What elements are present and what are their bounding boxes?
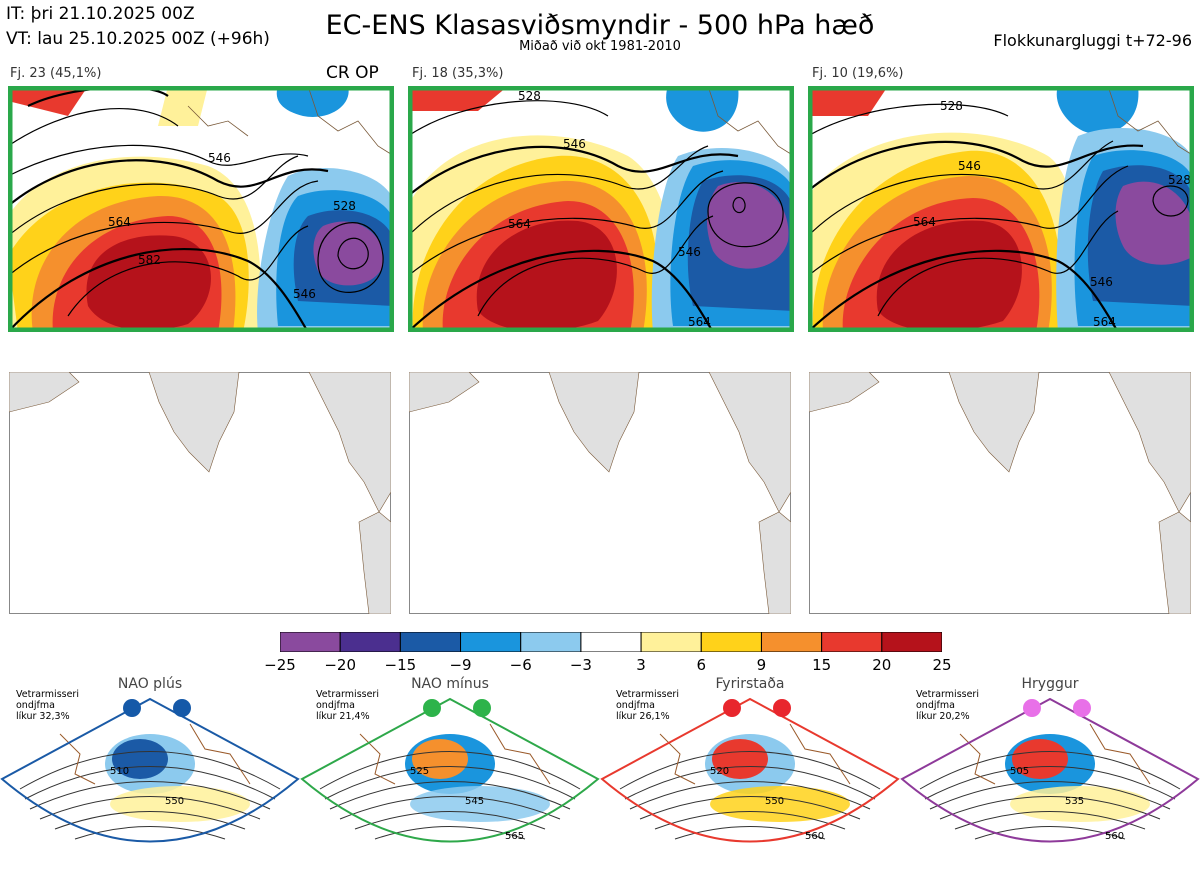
regime-2-probability: Vetrarmisseri ondjfma líkur 26,1% (616, 689, 679, 722)
regime-1-center-dot-1 (473, 699, 491, 717)
regime-1-contour-1: 545 (465, 796, 484, 807)
regime-2-contour-0: 520 (710, 766, 729, 777)
cluster-3-contour-3: 546 (1090, 275, 1113, 289)
cluster-3-contour-2: 564 (913, 215, 936, 229)
basemap-2 (409, 372, 791, 614)
regime-2-title: Fyrirstaða (715, 676, 785, 692)
colorbar-tick-7: 6 (696, 656, 707, 674)
regime-3-probability: Vetrarmisseri ondjfma líkur 20,2% (916, 689, 979, 722)
colorbar-tick-10: 20 (872, 656, 892, 674)
colorbar (280, 632, 942, 652)
cluster-2-label: Fj. 18 (35,3%) (412, 66, 504, 81)
regime-1-contour-0: 525 (410, 766, 429, 777)
basemap-3 (809, 372, 1191, 614)
regime-2-center-dot-1 (773, 699, 791, 717)
cluster-2-contour-4: 564 (688, 315, 711, 329)
cluster-3-contour-0: 528 (940, 99, 963, 113)
regime-0-contour-0: 510 (110, 766, 129, 777)
colorbar-swatch-5 (580, 632, 642, 652)
regime-1-title: NAO mínus (411, 676, 489, 692)
regime-1-probability: Vetrarmisseri ondjfma líkur 21,4% (316, 689, 379, 722)
colorbar-swatch-8 (760, 632, 823, 652)
cluster-3-map: 528 546 564 546 564 528 (808, 86, 1194, 332)
page-subtitle: Miðað við okt 1981-2010 (519, 39, 681, 54)
page-title: EC-ENS Klasasviðsmyndir - 500 hPa hæð (325, 10, 875, 41)
valid-time: VT: lau 25.10.2025 00Z (+96h) (6, 29, 270, 49)
cluster-2-contour-0: 528 (518, 89, 541, 103)
regime-3-center-dot-0 (1023, 699, 1041, 717)
cluster-3-contour-1: 546 (958, 159, 981, 173)
colorbar-swatch-2 (399, 632, 462, 652)
cluster-2-contour-1: 546 (563, 137, 586, 151)
regime-0-contour-1: 550 (165, 796, 184, 807)
cluster-1-contour-4: 546 (293, 287, 316, 301)
cluster-3-label: Fj. 10 (19,6%) (812, 66, 904, 81)
cluster-2-contour-2: 564 (508, 217, 531, 231)
cluster-3-contour-5: 528 (1168, 173, 1191, 187)
regime-1-map: 525 545 565 (300, 697, 600, 843)
colorbar-tick-0: −25 (264, 656, 296, 674)
regime-3-contour-2: 560 (1105, 831, 1124, 842)
regime-0-title: NAO plús (117, 676, 183, 692)
cluster-2-contour-3: 546 (678, 245, 701, 259)
colorbar-swatch-1 (339, 632, 401, 652)
colorbar-tick-4: −6 (509, 656, 532, 674)
regime-3-contour-1: 535 (1065, 796, 1084, 807)
classification-window: Flokkunargluggi t+72-96 (993, 31, 1192, 50)
cluster-1-contour-3: 582 (138, 253, 161, 267)
basemap-1 (9, 372, 391, 614)
colorbar-swatch-4 (520, 632, 582, 652)
colorbar-swatch-3 (460, 632, 522, 652)
regime-1-center-dot-0 (423, 699, 441, 717)
cluster-1-contour-2: 564 (108, 215, 131, 229)
regime-3-contour-0: 505 (1010, 766, 1029, 777)
colorbar-tick-11: 25 (932, 656, 952, 674)
regime-3-center-dot-1 (1073, 699, 1091, 717)
regime-2-map: 520 550 560 (600, 697, 900, 843)
regime-2-center-dot-0 (723, 699, 741, 717)
regime-0-probability: Vetrarmisseri ondjfma líkur 32,3% (16, 689, 79, 722)
colorbar-swatch-6 (640, 632, 702, 652)
cluster-3-contour-4: 564 (1093, 315, 1116, 329)
colorbar-tick-9: 15 (812, 656, 832, 674)
colorbar-tick-8: 9 (756, 656, 767, 674)
colorbar-swatch-9 (821, 632, 883, 652)
regime-3-title: Hryggur (1021, 676, 1079, 692)
colorbar-tick-1: −20 (324, 656, 356, 674)
colorbar-swatch-10 (881, 632, 942, 652)
colorbar-swatch-0 (280, 632, 341, 652)
init-time: IT: þri 21.10.2025 00Z (6, 4, 195, 24)
regime-0-center-dot-0 (123, 699, 141, 717)
cluster-1-label: Fj. 23 (45,1%) (10, 66, 102, 81)
cluster-1-contour-5: 528 (333, 199, 356, 213)
regime-2-contour-2: 560 (805, 831, 824, 842)
cluster-2-map: 528 546 564 546 564 (408, 86, 794, 332)
colorbar-tick-2: −15 (384, 656, 417, 674)
colorbar-swatch-7 (700, 632, 762, 652)
regime-0-center-dot-1 (173, 699, 191, 717)
cluster-1-map: 546 564 582 546 528 (8, 86, 394, 332)
colorbar-tick-6: 3 (636, 656, 646, 674)
colorbar-tick-5: −3 (569, 656, 592, 674)
regime-2-contour-1: 550 (765, 796, 784, 807)
colorbar-tick-3: −9 (449, 656, 472, 674)
cluster-1-tag: CR OP (326, 63, 379, 83)
cluster-1-contour-1: 546 (208, 151, 231, 165)
regime-0-map: 510 550 (0, 697, 300, 843)
regime-1-contour-2: 565 (505, 831, 524, 842)
regime-3-map: 505 535 560 (900, 697, 1200, 843)
